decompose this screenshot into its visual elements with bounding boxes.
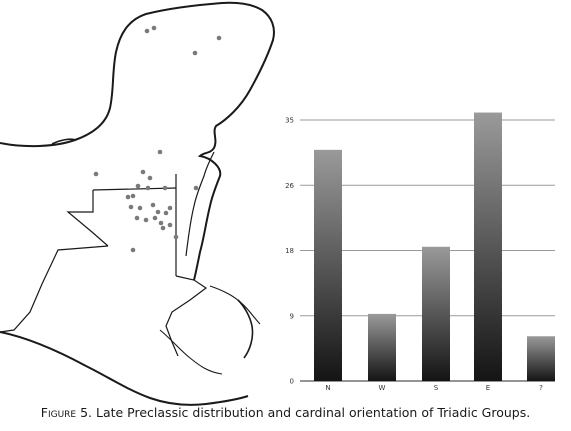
bar-s [422,246,450,381]
border-guatemala-west [0,245,109,333]
site-marker [130,193,136,199]
border-guatemala-north [66,187,177,247]
site-marker [157,149,163,155]
site-marker [162,185,168,191]
site-marker [145,185,151,191]
bar-unknown [527,336,555,381]
y-tick-labels: 0 9 18 26 35 [285,117,294,386]
site-marker [134,215,140,221]
site-marker [143,217,149,223]
y-tick-label: 0 [290,378,294,386]
x-tick-label: W [379,384,386,392]
x-tick-label: S [434,384,439,392]
site-marker [137,205,143,211]
y-tick-label: 18 [285,247,294,255]
site-marker [192,50,198,56]
site-marker [167,222,173,228]
caption-label: Figure 5. [40,405,92,420]
bar-n [314,149,342,381]
site-marker [140,169,146,175]
caption-text: Late Preclassic distribution and cardina… [95,405,531,420]
site-marker [160,225,166,231]
x-tick-label: E [486,384,490,392]
site-marker [144,28,150,34]
site-marker [125,194,131,200]
site-marker [216,35,222,41]
x-tick-labels: N W S E? [325,384,543,392]
site-marker [158,220,164,226]
figure-caption: Figure 5. Late Preclassic distribution a… [0,405,571,420]
bars [314,112,555,382]
site-marker [151,25,157,31]
site-marker [155,209,161,215]
peninsula-coastline [0,1,275,281]
pacific-coastline [0,331,249,406]
site-marker [152,215,158,221]
site-marker [128,204,134,210]
site-marker [167,205,173,211]
site-marker [147,175,153,181]
site-marker [130,247,136,253]
site-marker [150,202,156,208]
y-tick-label: 9 [290,312,294,320]
bar-w [368,313,396,381]
site-marker [135,183,141,189]
site-marker [163,210,169,216]
x-tick-label: ? [539,384,543,392]
bay-coast [185,151,215,257]
caribbean-coast-fragment [237,299,254,359]
site-marker [193,185,199,191]
coast-tip [51,138,77,145]
bar-e [474,112,502,382]
site-marker [173,234,179,240]
site-marker [93,171,99,177]
site-markers [93,25,222,253]
y-tick-label: 35 [285,117,294,125]
x-tick-label: N [325,384,330,392]
y-tick-label: 26 [285,182,294,190]
